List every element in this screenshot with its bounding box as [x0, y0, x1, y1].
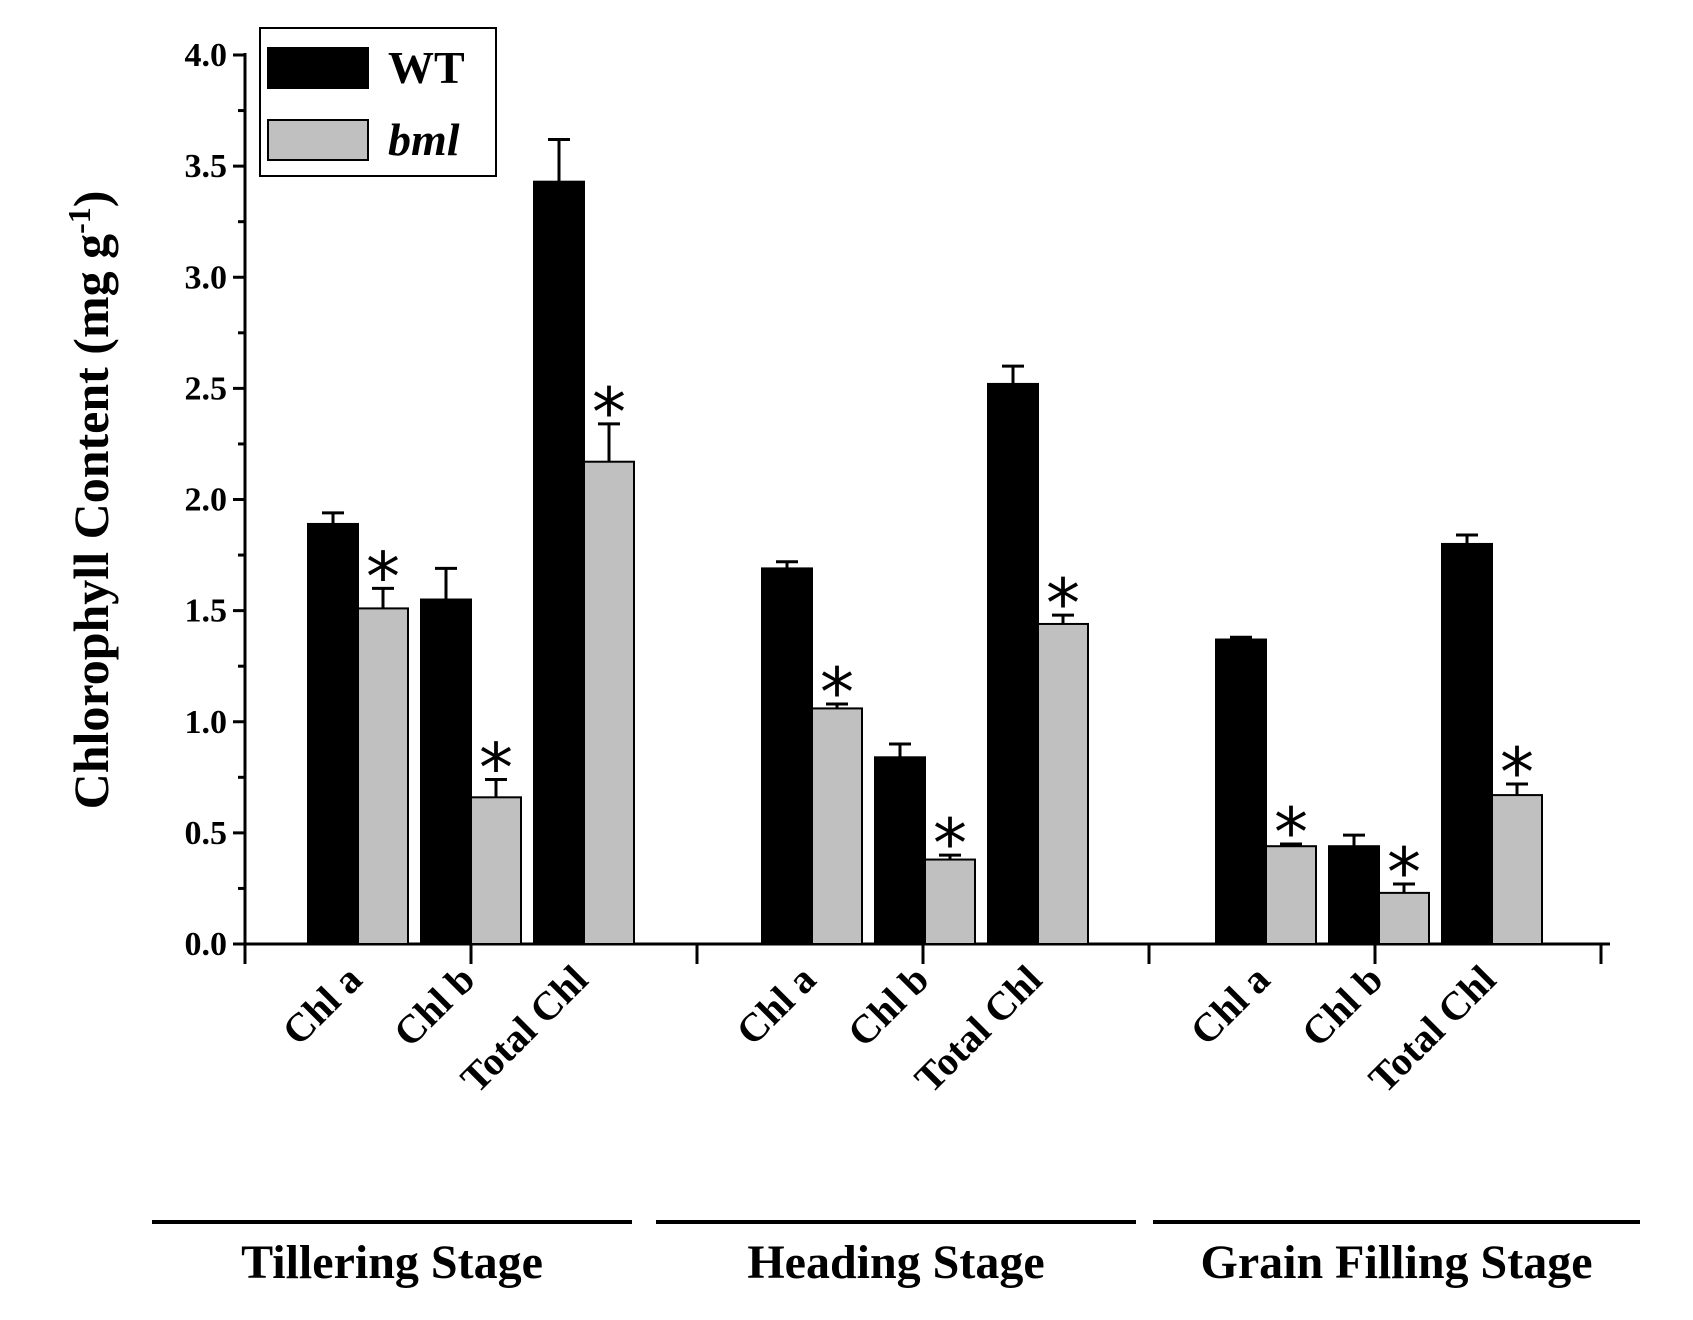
y-tick-label: 3.0: [185, 259, 228, 296]
y-tick-label: 0.0: [185, 926, 228, 963]
bar-bml-total-chl: [1491, 794, 1543, 946]
significance-marker: *: [1500, 734, 1534, 813]
bar-bml-total-chl: [583, 460, 635, 945]
bar-wt-chl-b: [874, 756, 926, 945]
significance-marker: *: [1274, 794, 1308, 873]
significance-marker: *: [366, 538, 400, 617]
x-tick-label: Chl b: [1293, 957, 1392, 1056]
legend-label-bml: bml: [388, 114, 460, 165]
bar-wt-chl-a: [1215, 638, 1267, 946]
bar-wt-total-chl: [1441, 542, 1493, 945]
bar-bml-chl-a: [357, 607, 409, 946]
bar-wt-total-chl: [987, 382, 1039, 945]
bar-bml-total-chl: [1037, 622, 1089, 946]
x-tick-label: Chl a: [1181, 957, 1278, 1054]
bar-bml-chl-b: [924, 858, 976, 945]
x-tick-label: Total Chl: [906, 957, 1051, 1102]
legend-swatch-wt: [267, 47, 369, 89]
legend-swatch-bml: [267, 119, 369, 161]
x-tick-label: Chl b: [839, 957, 938, 1056]
legend: WT bml: [259, 27, 497, 177]
stage-label: Heading Stage: [747, 1236, 1044, 1289]
x-tick-label: Chl a: [273, 957, 370, 1054]
x-tick-label: Total Chl: [1360, 957, 1505, 1102]
significance-marker: *: [479, 730, 513, 809]
x-tick-label: Chl a: [727, 957, 824, 1054]
y-tick-label: 2.0: [185, 482, 228, 519]
stage-label: Tillering Stage: [241, 1236, 543, 1289]
bar-wt-chl-b: [1328, 845, 1380, 946]
x-tick-label: Total Chl: [452, 957, 597, 1102]
y-tick-label: 1.0: [185, 704, 228, 741]
y-axis-title-close: ): [63, 191, 119, 208]
bar-bml-chl-a: [811, 707, 863, 945]
bar-bml-chl-b: [470, 796, 522, 945]
y-axis-label: Chlorophyll Content (mg g-1): [61, 191, 119, 810]
bars: * * * * * * * * *: [307, 137, 1543, 946]
y-axis-title: Chlorophyll Content (mg g-1): [61, 191, 119, 810]
stage-labels: Tillering Stage Heading Stage Grain Fillin…: [152, 1220, 1640, 1289]
bar-wt-total-chl: [533, 180, 585, 945]
y-tick-label: 1.5: [185, 593, 228, 630]
y-tick-label: 2.5: [185, 370, 228, 407]
significance-marker: *: [933, 805, 967, 884]
bar-bml-chl-a: [1265, 845, 1317, 946]
x-tick-label: Chl b: [385, 957, 484, 1056]
significance-marker: *: [1046, 565, 1080, 644]
y-tick-label: 3.5: [185, 148, 228, 185]
bar-wt-chl-a: [761, 567, 813, 946]
bar-wt-chl-a: [307, 522, 359, 945]
y-tick-label: 0.5: [185, 815, 228, 852]
y-axis-title-superscript: -1: [61, 207, 97, 234]
y-tick-label: 4.0: [185, 37, 228, 74]
significance-marker: *: [1387, 834, 1421, 913]
stage-label: Grain Filling Stage: [1200, 1236, 1592, 1289]
significance-marker: *: [820, 654, 854, 733]
significance-marker: *: [592, 374, 626, 453]
legend-label-wt: WT: [388, 42, 465, 93]
bar-wt-chl-b: [420, 598, 472, 945]
